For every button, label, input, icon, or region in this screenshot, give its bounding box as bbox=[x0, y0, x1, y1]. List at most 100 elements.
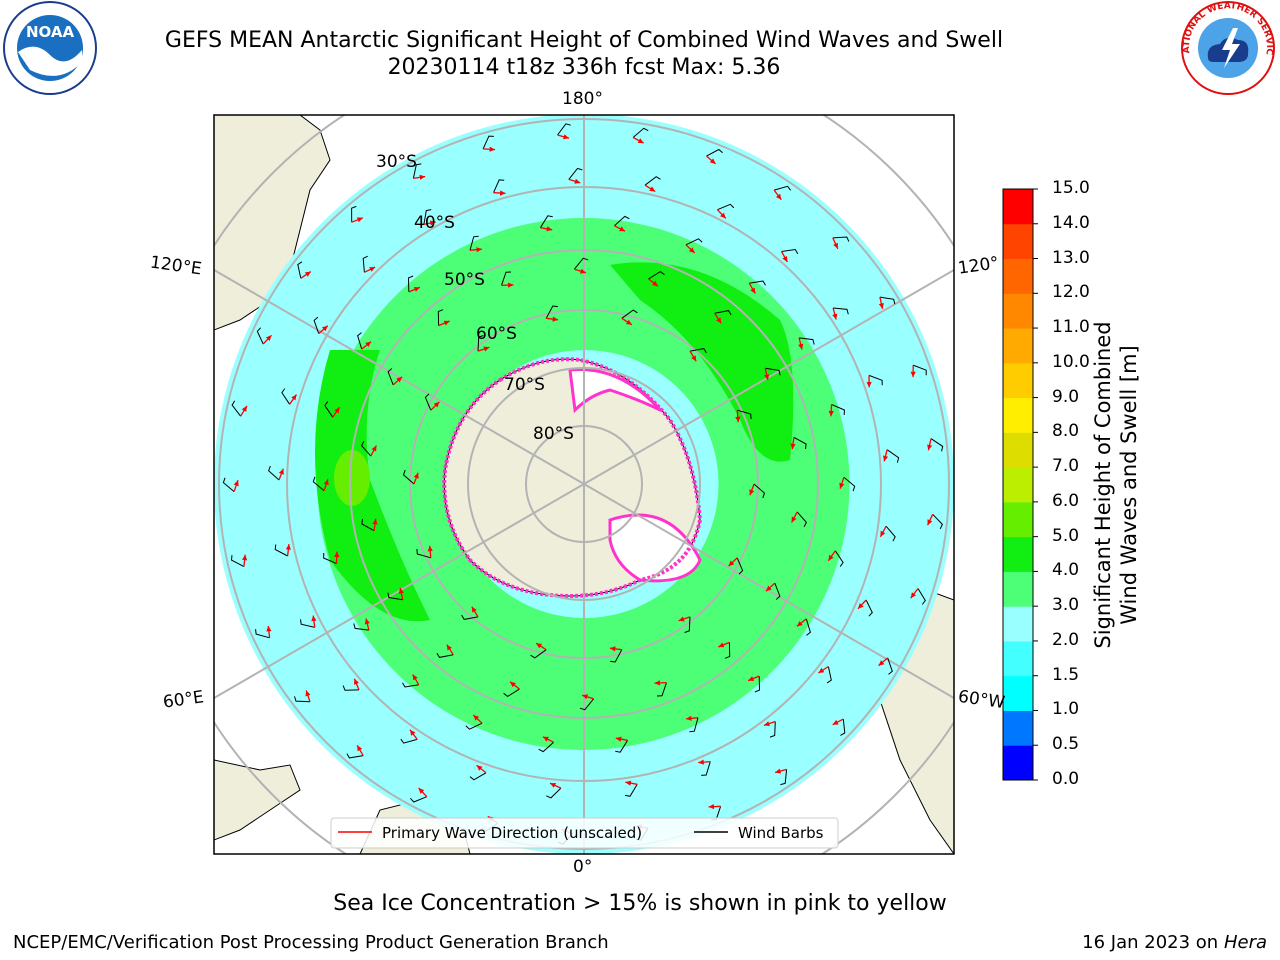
colorbar-swatch bbox=[1003, 223, 1033, 260]
wind-barb bbox=[387, 368, 394, 386]
wave-arrow-head bbox=[880, 530, 886, 537]
wave-arrow-head bbox=[473, 715, 480, 721]
wave-arrow-head bbox=[764, 374, 770, 380]
wind-barb bbox=[297, 261, 303, 279]
wind-barb bbox=[831, 403, 845, 416]
wave-arrow-head bbox=[609, 646, 616, 652]
wind-barb bbox=[879, 296, 896, 305]
wave-arrow-head bbox=[927, 444, 933, 451]
chart-title: GEFS MEAN Antarctic Significant Height o… bbox=[164, 28, 1004, 53]
wind-barb bbox=[917, 588, 926, 605]
wind-barb bbox=[477, 335, 484, 352]
wind-barb bbox=[843, 476, 856, 492]
wave-arrow-head bbox=[552, 316, 559, 322]
colorbar-tick-label: 15.0 bbox=[1052, 178, 1090, 198]
colorbar-swatch bbox=[1003, 362, 1033, 399]
legend-wave-label: Primary Wave Direction (unscaled) bbox=[382, 824, 642, 842]
colorbar-title-line2: Wind Waves and Swell [m] bbox=[1117, 345, 1141, 625]
noaa-logo: NOAA bbox=[3, 1, 97, 95]
wind-barb bbox=[255, 629, 270, 639]
wave-arrow-head bbox=[305, 690, 311, 697]
wind-barb bbox=[281, 388, 291, 405]
wind-barb bbox=[724, 642, 731, 659]
wind-barb bbox=[410, 796, 427, 803]
wave-arrow-head bbox=[412, 674, 418, 681]
wind-barb bbox=[826, 666, 832, 684]
wave-arrow-head bbox=[241, 405, 247, 412]
wave-arrow-head bbox=[750, 287, 756, 294]
colorbar-swatch bbox=[1003, 606, 1033, 642]
wind-barb bbox=[231, 400, 241, 417]
wave-arrow-head bbox=[637, 138, 644, 144]
wave-arrow-head bbox=[686, 715, 692, 721]
wave-arrow-head bbox=[716, 317, 722, 324]
colorbar-tick-label: 1.5 bbox=[1052, 664, 1080, 685]
wave-arrow-head bbox=[749, 489, 755, 496]
wind-barb bbox=[793, 436, 807, 450]
wind-barb bbox=[625, 784, 638, 797]
wave-arrow-head bbox=[433, 401, 440, 408]
colorbar-tick-label: 6.0 bbox=[1052, 490, 1080, 511]
wave-arrow-head bbox=[691, 355, 697, 362]
wind-barb bbox=[361, 518, 375, 532]
wave-band-4m-pacific bbox=[610, 262, 794, 462]
wave-arrow-head bbox=[364, 618, 370, 625]
footer-date-text: 16 Jan 2023 on bbox=[1082, 932, 1224, 953]
wind-barb bbox=[400, 738, 418, 744]
wave-arrow-head bbox=[698, 759, 704, 765]
wind-barb bbox=[346, 753, 364, 759]
wave-arrow-head bbox=[796, 621, 803, 627]
wind-barb bbox=[832, 236, 850, 242]
wave-arrow-head bbox=[418, 788, 425, 794]
wave-arrow-head bbox=[625, 780, 632, 786]
wave-arrow-head bbox=[476, 247, 482, 253]
footer-machine: Hera bbox=[1223, 932, 1267, 953]
lat-label-60s: 60°S bbox=[476, 324, 517, 344]
wind-barb bbox=[407, 275, 414, 292]
wave-arrow-head bbox=[832, 719, 839, 725]
wind-barb bbox=[621, 309, 638, 319]
colorbar-swatch bbox=[1003, 571, 1033, 607]
wave-arrow-head bbox=[765, 585, 772, 592]
wind-barb bbox=[437, 309, 444, 326]
land-africa bbox=[214, 759, 301, 841]
colorbar-swatch bbox=[1003, 432, 1033, 468]
wind-barb bbox=[501, 271, 512, 286]
wind-barb bbox=[230, 555, 245, 568]
colorbar-swatch bbox=[1003, 397, 1033, 433]
wind-barb bbox=[886, 449, 900, 463]
wind-barb bbox=[714, 310, 732, 316]
wind-barb bbox=[632, 127, 649, 138]
wind-barb bbox=[557, 123, 571, 136]
wind-barb bbox=[781, 248, 799, 255]
lat-label-70s: 70°S bbox=[504, 375, 545, 395]
wind-barb bbox=[656, 682, 667, 697]
wave-arrow-head bbox=[818, 667, 825, 673]
colorbar-tick-label: 14.0 bbox=[1052, 212, 1090, 233]
wave-arrow-head bbox=[365, 341, 372, 347]
wave-arrow-head bbox=[798, 343, 804, 350]
wave-arrow-head bbox=[791, 516, 797, 523]
colorbar-frame bbox=[1002, 188, 1034, 781]
colorbar-swatch bbox=[1003, 640, 1033, 677]
wind-barb bbox=[701, 761, 711, 776]
wind-barb bbox=[387, 592, 403, 601]
wave-arrow-head bbox=[582, 694, 589, 700]
colorbar-tick-label: 8.0 bbox=[1052, 421, 1080, 442]
wave-direction-arrows bbox=[222, 123, 944, 845]
wave-arrow-head bbox=[354, 678, 359, 685]
wind-barb bbox=[465, 722, 483, 730]
chart-title-line2: 20230114 t18z 336h fcst Max: 5.36 bbox=[387, 55, 781, 80]
sea-ice-ross bbox=[568, 368, 662, 414]
wave-arrow-head bbox=[371, 445, 377, 452]
wind-barb bbox=[469, 235, 479, 251]
wind-barb bbox=[769, 721, 776, 738]
footer-date: 16 Jan 2023 on Hera bbox=[1082, 932, 1267, 953]
colorbar-swatch bbox=[1003, 293, 1033, 329]
wind-barb bbox=[568, 167, 583, 180]
wave-arrow-head bbox=[443, 320, 450, 326]
wind-barb bbox=[493, 179, 505, 193]
wave-arrow-head bbox=[542, 736, 549, 742]
wave-arrow-head bbox=[910, 592, 917, 599]
